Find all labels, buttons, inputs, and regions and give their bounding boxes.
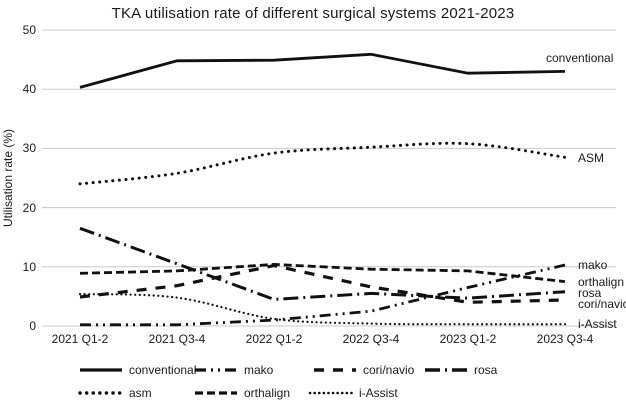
- series-line-cori-navio: [79, 263, 566, 304]
- x-tick-label: 2023 Q3-4: [536, 332, 594, 346]
- series-line-rosa: [79, 226, 566, 301]
- y-tick-label: 30: [22, 141, 36, 156]
- series-line-conventional: [79, 52, 566, 89]
- y-tick-label: 20: [22, 200, 36, 215]
- series-line-mako: [80, 263, 566, 327]
- chart-title: TKA utilisation rate of different surgic…: [111, 5, 515, 22]
- series-line-i-assist: [78, 292, 567, 326]
- series-line-orthalign: [79, 262, 566, 283]
- series-annotation: conventional: [546, 50, 614, 65]
- y-tick-label: 40: [22, 82, 36, 97]
- x-tick-label: 2022 Q3-4: [342, 332, 400, 346]
- y-tick-label: 50: [22, 23, 36, 37]
- series-line-asm: [78, 141, 567, 186]
- x-tick-label: 2021 Q3-4: [148, 332, 206, 346]
- x-tick-label: 2023 Q1-2: [439, 332, 497, 346]
- series-annotation: ASM: [578, 150, 605, 165]
- series-annotation: mako: [578, 258, 608, 273]
- x-tick-label: 2022 Q1-2: [245, 332, 303, 346]
- series-annotation: i-Assist: [578, 316, 617, 331]
- series-annotation: cori/navio: [578, 296, 626, 311]
- y-tick-label: 0: [29, 319, 36, 333]
- y-tick-label: 10: [22, 259, 36, 274]
- series-annotation: rosa: [578, 285, 602, 300]
- series-annotation: orthalign: [578, 274, 625, 289]
- x-tick-label: 2021 Q1-2: [51, 332, 109, 346]
